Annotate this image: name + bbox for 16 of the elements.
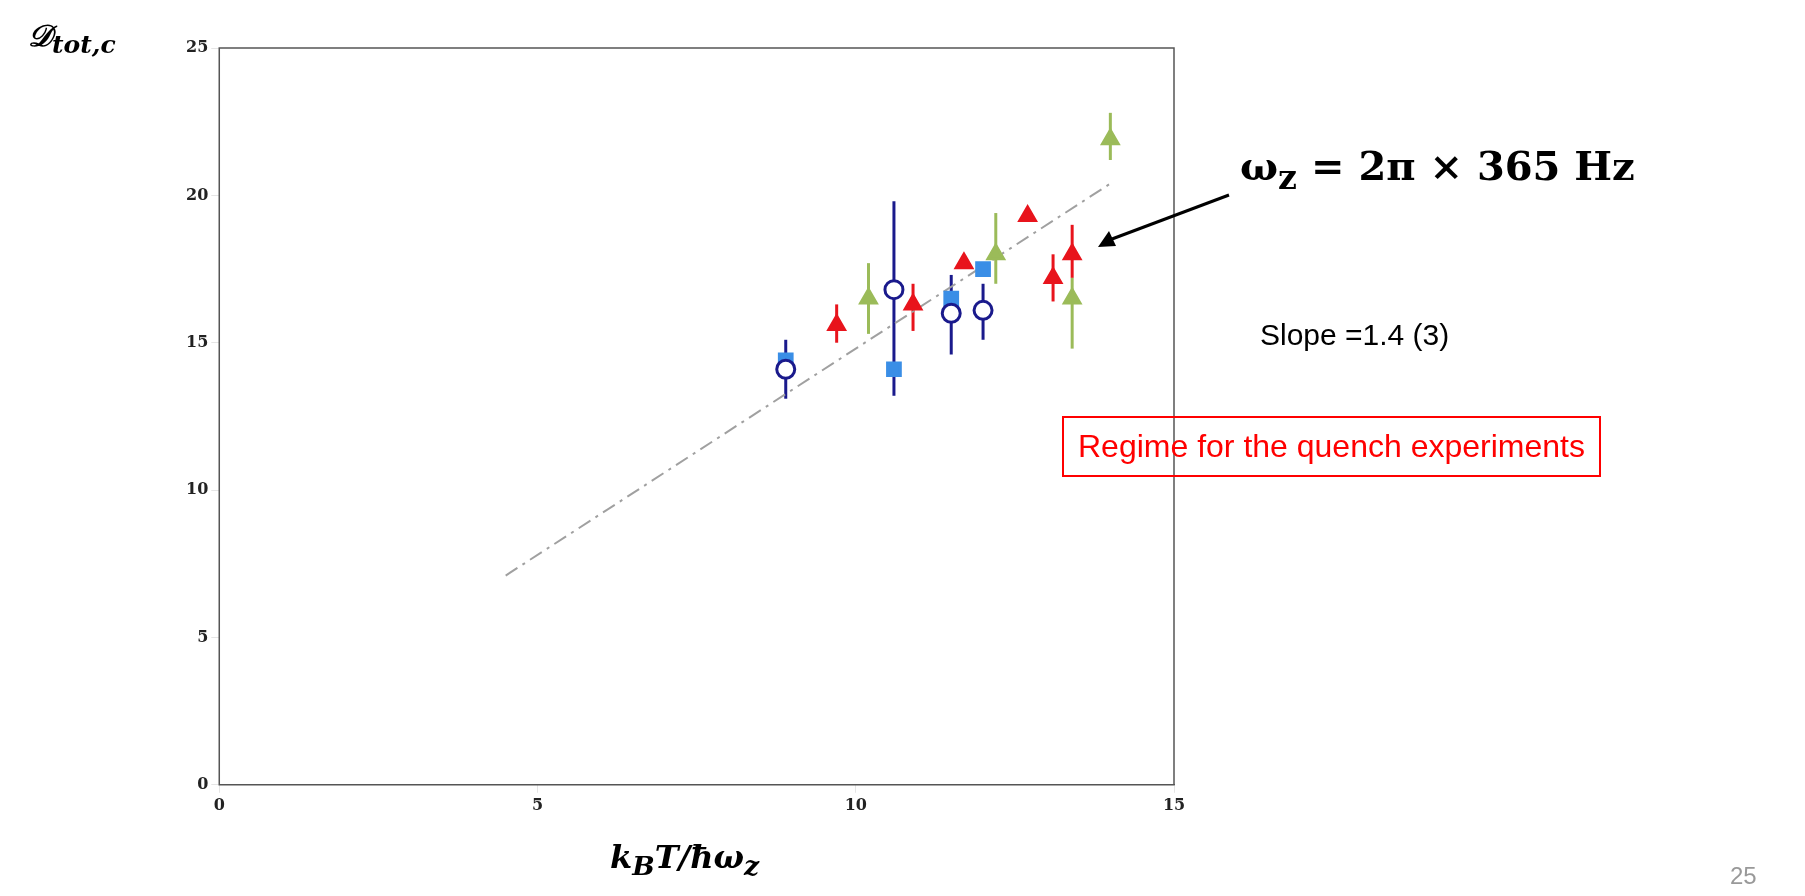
x-tick-label: 15 (1162, 794, 1186, 814)
x-tick-label: 5 (531, 794, 544, 814)
y-tick-label: 10 (186, 479, 209, 499)
text: 25 (1730, 862, 1757, 890)
y-tick-label: 0 (197, 773, 209, 793)
y-axis-title: 𝒟$_{tot,c}$ (28, 18, 116, 59)
y-tick-label: 5 (197, 626, 209, 646)
x-tick-label: 0 (213, 794, 225, 814)
x-axis-title: k$_{B}$T/ħω$_{z}$ (610, 838, 760, 882)
text: ω$_{z}$ = 2π × 365 Hz (1240, 142, 1635, 197)
text: Slope =1.4 (3) (1260, 318, 1450, 352)
y-tick-label: 25 (186, 37, 209, 57)
y-tick-label: 20 (186, 184, 209, 204)
annotation: Regime for the quench experiments (1062, 416, 1601, 477)
y-tick-label: 15 (186, 331, 209, 351)
x-tick-label: 10 (844, 794, 867, 814)
